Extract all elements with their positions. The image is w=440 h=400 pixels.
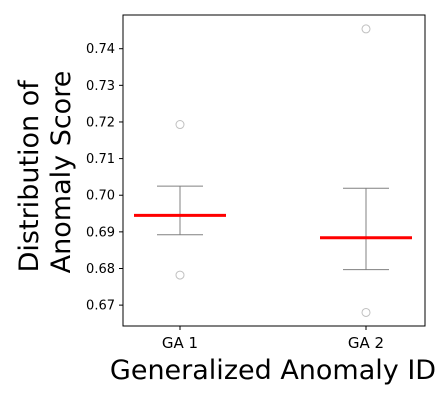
y-axis-ticks: 0.67 0.68 0.69 0.70 0.71 0.72 0.73 0.74 <box>86 42 123 314</box>
axes-frame <box>122 14 426 327</box>
y-tick-label: 0.74 <box>86 42 115 57</box>
box-1 <box>134 120 226 280</box>
y-axis-label-line-2: Anomaly Score <box>46 71 77 274</box>
y-tick-label: 0.71 <box>86 152 115 167</box>
outlier-point <box>175 270 185 280</box>
x-tick-label: GA 2 <box>348 334 384 352</box>
plot-area <box>122 14 426 327</box>
x-tick-label: GA 1 <box>162 334 198 352</box>
outlier-point <box>361 307 371 317</box>
x-axis-ticks: GA 1 GA 2 <box>162 326 384 352</box>
box-2 <box>320 24 412 317</box>
y-tick-label: 0.72 <box>86 115 115 130</box>
x-axis-label: Generalized Anomaly ID <box>110 355 436 386</box>
y-tick-label: 0.69 <box>86 225 115 240</box>
outlier-point <box>361 24 371 34</box>
outlier-point <box>175 120 185 130</box>
y-tick-label: 0.70 <box>86 189 115 204</box>
y-tick-label: 0.67 <box>86 299 115 314</box>
y-axis-label: Distribution of Anomaly Score <box>14 71 77 274</box>
y-tick-label: 0.68 <box>86 262 115 277</box>
y-axis-label-line-1: Distribution of <box>14 79 45 273</box>
boxes-group <box>134 24 412 317</box>
y-tick-label: 0.73 <box>86 79 115 94</box>
